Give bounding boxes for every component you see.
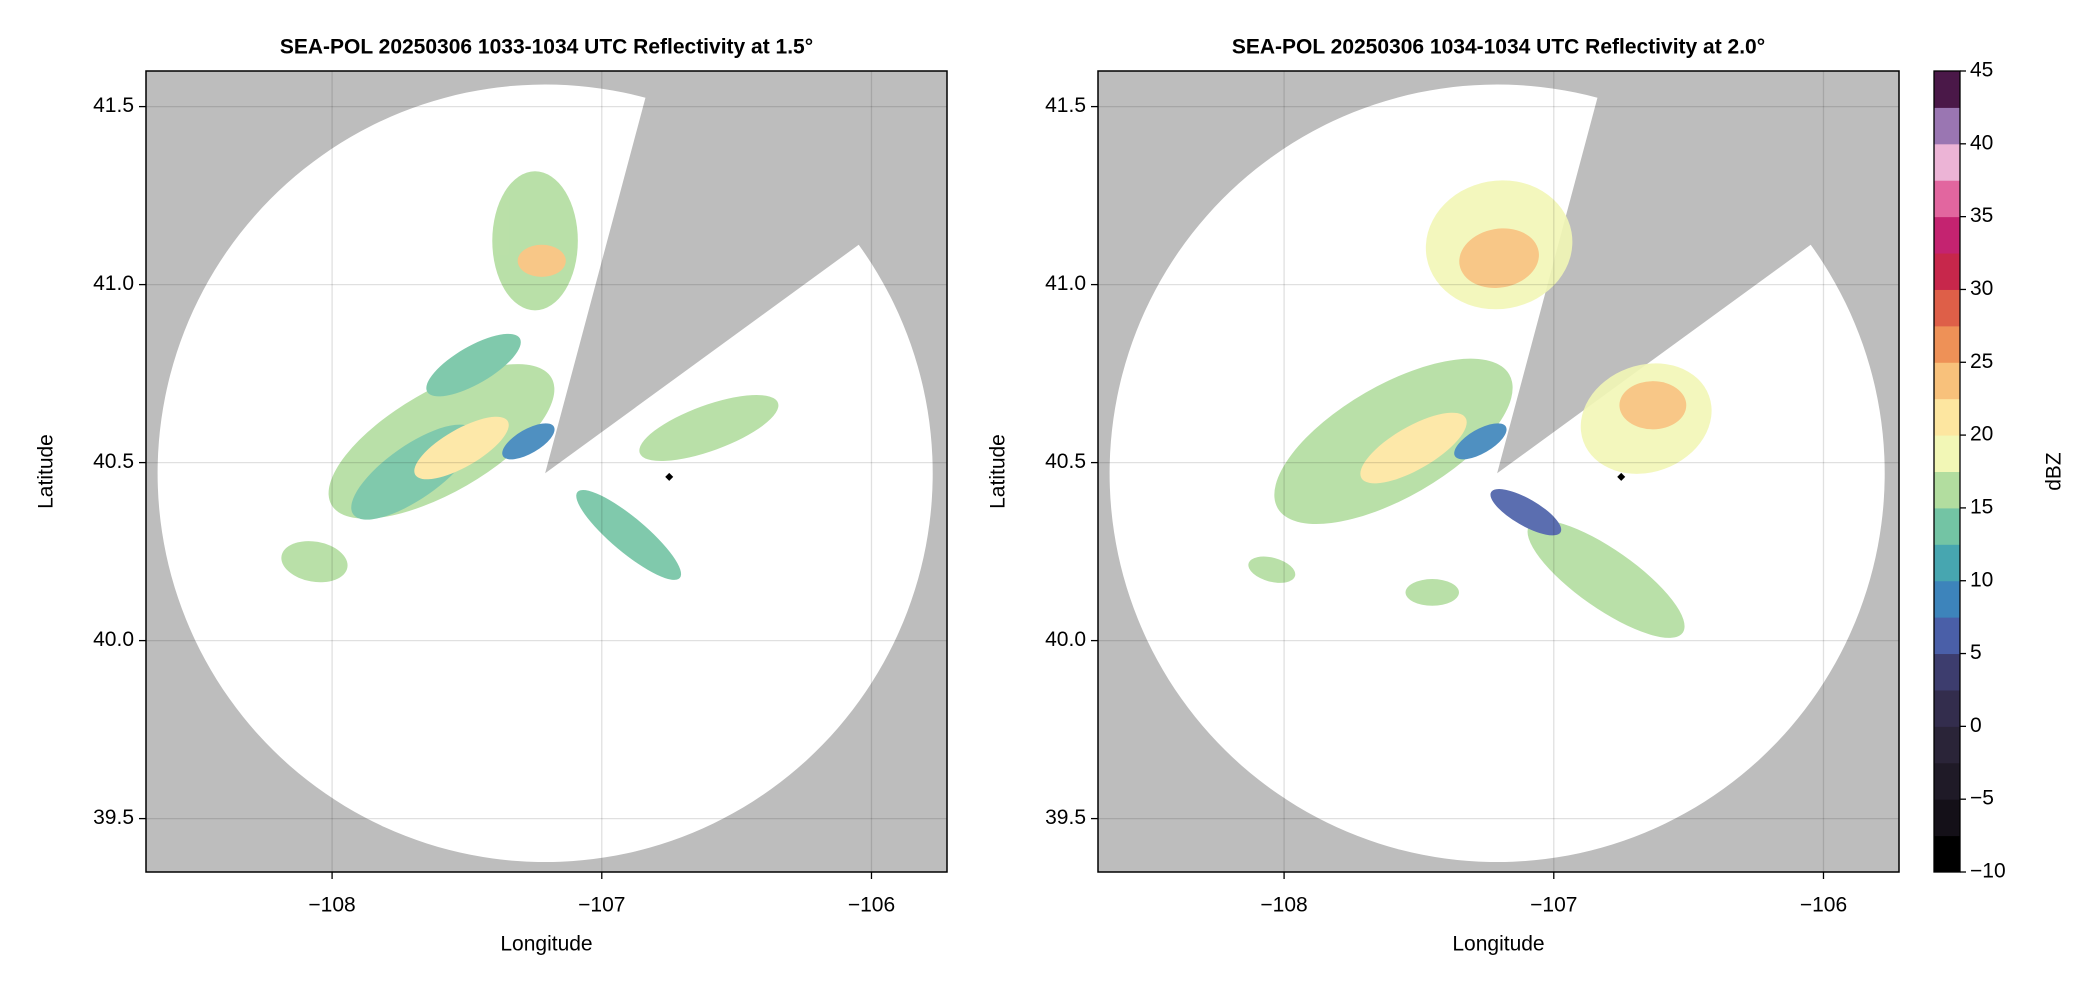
y-tick-label: 40.5 <box>93 450 134 473</box>
y-tick-label: 40.0 <box>93 628 134 651</box>
plot-frame <box>145 70 948 873</box>
colorbar-band <box>1934 544 1960 582</box>
colorbar-tick-label: 0 <box>1970 714 1982 737</box>
echo-region <box>492 171 578 311</box>
colorbar-band <box>1934 435 1960 472</box>
chart-title: SEA-POL 20250306 1033-1034 UTC Reflectiv… <box>280 36 813 59</box>
echo-region <box>1619 381 1687 430</box>
radar-coverage <box>1109 84 1885 863</box>
x-tick-label: −106 <box>848 894 895 917</box>
echoes <box>281 171 779 583</box>
y-tick-label: 41.0 <box>93 272 134 295</box>
echo-region <box>1248 556 1296 583</box>
echo-region <box>517 244 566 277</box>
plot-frame <box>1097 70 1900 873</box>
x-tick-label: −107 <box>578 894 625 917</box>
colorbar-tick-label: 25 <box>1970 350 1993 373</box>
colorbar-band <box>1934 325 1960 363</box>
colorbar-tick-label: 15 <box>1970 495 1993 518</box>
y-tick-label: 41.5 <box>93 94 134 117</box>
colorbar-tick-label: −10 <box>1970 860 2006 883</box>
echo-region <box>639 394 779 461</box>
echo-region <box>1405 579 1459 606</box>
echo-region <box>1454 423 1507 460</box>
colorbar-tick-label: 20 <box>1970 423 1993 446</box>
colorbar-band <box>1934 107 1960 145</box>
echo-region <box>576 489 682 580</box>
x-tick-label: −106 <box>1800 894 1847 917</box>
colorbar-band <box>1934 71 1960 108</box>
colorbar-band <box>1934 689 1960 727</box>
x-tick-label: −108 <box>308 894 355 917</box>
y-tick-label: 41.5 <box>1045 94 1086 117</box>
echo-region <box>414 416 509 480</box>
echo-region <box>502 423 555 460</box>
x-tick-label: −108 <box>1260 894 1307 917</box>
x-axis-label: Longitude <box>1452 933 1544 956</box>
echoes <box>1248 180 1712 638</box>
colorbar-band <box>1934 180 1960 218</box>
y-tick-label: 39.5 <box>1045 806 1086 829</box>
echo-region <box>281 541 348 583</box>
y-tick-label: 41.0 <box>1045 272 1086 295</box>
echo-region <box>1360 412 1467 484</box>
colorbar-tick-label: 40 <box>1970 131 1993 154</box>
colorbar-band <box>1934 289 1960 327</box>
radar-coverage <box>157 84 933 863</box>
colorbar-band <box>1934 799 1960 837</box>
colorbar-band <box>1934 835 1960 873</box>
colorbar-frame <box>1933 70 1961 873</box>
colorbar-band <box>1934 216 1960 254</box>
radar-site-marker <box>1617 472 1626 481</box>
colorbar-band <box>1934 471 1960 509</box>
x-tick-label: −107 <box>1530 894 1577 917</box>
colorbar-band <box>1934 762 1960 800</box>
colorbar-label: dBZ <box>2043 452 2066 491</box>
y-tick-label: 39.5 <box>93 806 134 829</box>
y-axis-label: Latitude <box>35 434 58 509</box>
y-tick-label: 40.0 <box>1045 628 1086 651</box>
echo-region <box>1527 520 1685 638</box>
colorbar-band <box>1934 362 1960 400</box>
y-tick-label: 40.5 <box>1045 450 1086 473</box>
colorbar-band <box>1934 726 1960 764</box>
radar-site-marker <box>665 472 674 481</box>
colorbar-tick-label: 10 <box>1970 568 1993 591</box>
colorbar-band <box>1934 507 1960 545</box>
echo-region <box>426 333 521 397</box>
x-axis-label: Longitude <box>500 933 592 956</box>
echo-region <box>1459 228 1539 288</box>
colorbar-band <box>1934 580 1960 618</box>
colorbar-tick-label: 45 <box>1970 59 1993 82</box>
colorbar-band <box>1934 653 1960 691</box>
chart-title: SEA-POL 20250306 1034-1034 UTC Reflectiv… <box>1232 36 1765 59</box>
colorbar-tick-label: 30 <box>1970 277 1993 300</box>
colorbar-tick-label: 35 <box>1970 204 1993 227</box>
colorbar-band <box>1934 253 1960 290</box>
colorbar-tick-label: −5 <box>1970 787 1994 810</box>
colorbar-band <box>1934 143 1960 181</box>
colorbar-band <box>1934 617 1960 655</box>
echo-region <box>1490 489 1562 536</box>
y-axis-label: Latitude <box>987 434 1010 509</box>
colorbar-band <box>1934 398 1960 436</box>
colorbar-tick-label: 5 <box>1970 641 1982 664</box>
